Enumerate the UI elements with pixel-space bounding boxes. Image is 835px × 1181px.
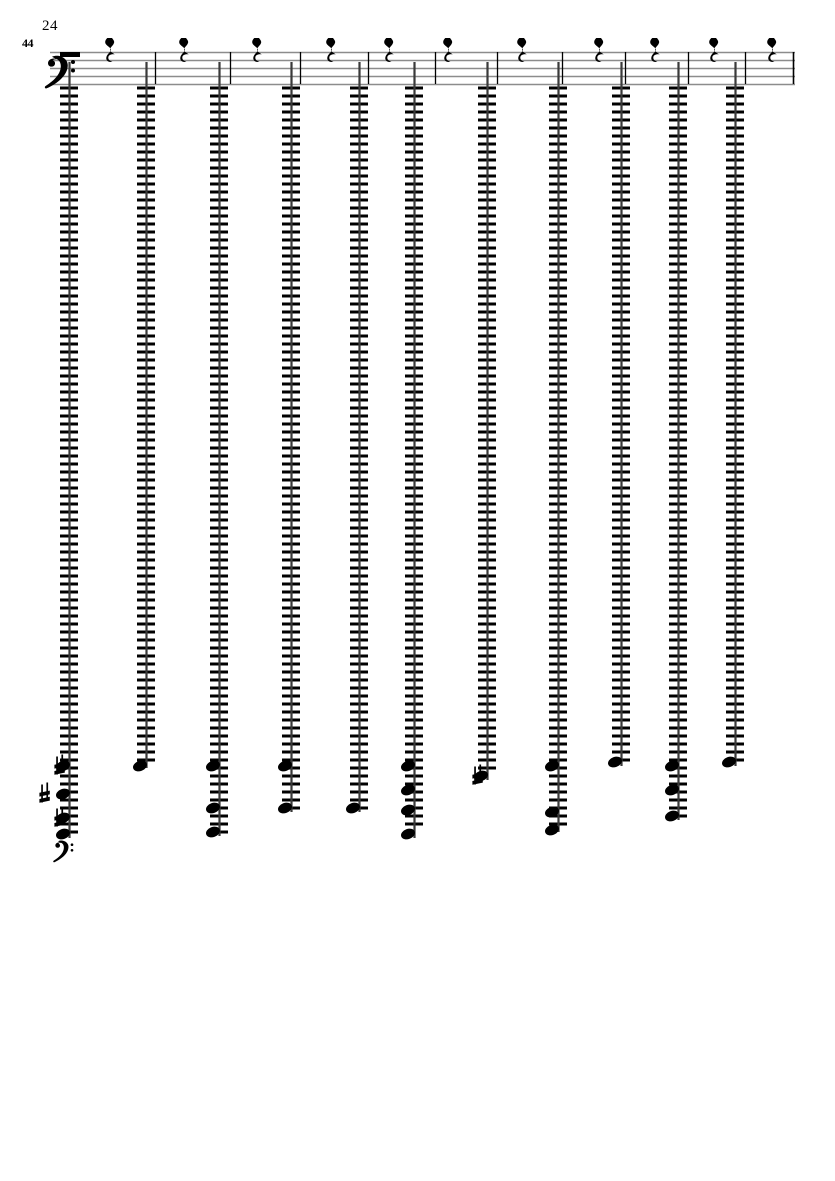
quarter-rest bbox=[326, 37, 336, 62]
notehead bbox=[401, 784, 415, 796]
notehead bbox=[545, 806, 559, 818]
quarter-rest bbox=[443, 37, 453, 62]
notehead bbox=[278, 802, 292, 814]
notehead bbox=[278, 760, 292, 772]
notehead bbox=[56, 828, 70, 840]
sharp-bar-lower bbox=[54, 820, 65, 827]
note-column bbox=[346, 62, 368, 814]
quarter-rest bbox=[767, 37, 777, 62]
note-column bbox=[39, 62, 78, 840]
notehead bbox=[401, 828, 415, 840]
note-column bbox=[545, 62, 567, 836]
sharp-accidental bbox=[39, 782, 50, 803]
notehead bbox=[206, 760, 220, 772]
note-column bbox=[665, 62, 687, 822]
sharp-bar-lower bbox=[39, 796, 50, 803]
notehead bbox=[545, 760, 559, 772]
sharp-accidental bbox=[54, 806, 65, 827]
quarter-rest bbox=[709, 37, 719, 62]
bass-clef-dot-lower bbox=[70, 848, 74, 852]
bass-clef-dot-lower bbox=[71, 68, 75, 73]
note-column bbox=[206, 62, 228, 838]
sharp-bar-upper bbox=[54, 762, 65, 769]
notehead bbox=[665, 810, 679, 822]
notehead bbox=[545, 824, 559, 836]
bass-clef-body bbox=[53, 840, 69, 863]
notehead bbox=[665, 760, 679, 772]
notehead bbox=[401, 760, 415, 772]
note-column bbox=[401, 62, 423, 840]
barlines bbox=[154, 52, 795, 84]
notehead bbox=[346, 802, 360, 814]
notehead bbox=[56, 788, 70, 800]
bass-clef-dot-upper bbox=[70, 843, 74, 847]
notehead bbox=[206, 826, 220, 838]
quarter-rest bbox=[517, 37, 527, 62]
measure-number: 24 bbox=[42, 18, 58, 34]
notehead bbox=[206, 802, 220, 814]
quarter-rest bbox=[252, 37, 262, 62]
quarter-rest bbox=[384, 37, 394, 62]
sharp-bar-lower bbox=[54, 768, 65, 775]
sharp-accidental bbox=[54, 754, 65, 775]
whole-rest bbox=[60, 52, 80, 57]
time-signature: 44 bbox=[22, 36, 34, 50]
bass-clef-body bbox=[44, 55, 68, 89]
notehead bbox=[665, 784, 679, 796]
note-column bbox=[722, 62, 744, 768]
small-bass-clef bbox=[53, 840, 74, 863]
notehead bbox=[722, 756, 736, 768]
quarter-rest bbox=[594, 37, 604, 62]
staff-lines bbox=[50, 51, 795, 86]
note-column bbox=[472, 62, 496, 785]
note-column bbox=[133, 62, 155, 772]
note-column bbox=[278, 62, 300, 814]
notehead bbox=[133, 760, 147, 772]
note-column bbox=[608, 62, 630, 768]
bass-clef-dot-upper bbox=[71, 60, 75, 65]
sharp-bar-upper bbox=[54, 814, 65, 821]
sharp-bar-lower bbox=[472, 778, 483, 785]
bass-clef bbox=[44, 55, 75, 89]
quarter-rest bbox=[650, 37, 660, 62]
quarter-rest bbox=[179, 37, 189, 62]
sharp-bar-upper bbox=[472, 772, 483, 779]
sharp-accidental bbox=[472, 764, 483, 785]
sharp-bar-upper bbox=[39, 790, 50, 797]
notehead bbox=[608, 756, 622, 768]
quarter-rest bbox=[105, 37, 115, 62]
rests bbox=[60, 37, 777, 62]
notehead bbox=[401, 804, 415, 816]
